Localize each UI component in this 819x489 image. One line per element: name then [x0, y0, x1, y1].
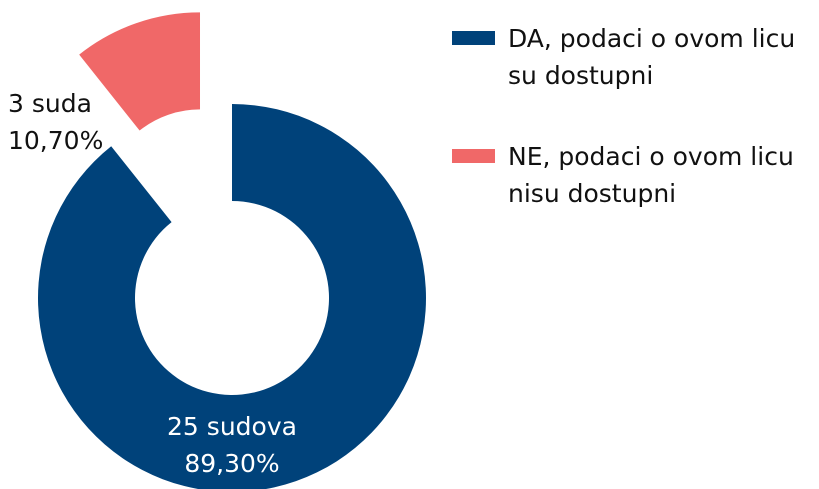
legend-swatch: [452, 149, 495, 163]
slice-label: 25 sudova: [167, 412, 297, 441]
legend-label: NE, podaci o ovom licu nisu dostupni: [508, 142, 794, 208]
slice: [38, 104, 426, 489]
slice-label: 3 suda: [8, 89, 92, 118]
value-label: 89,30%: [184, 449, 279, 478]
legend-label: DA, podaci o ovom licu su dostupni: [508, 24, 796, 90]
slice: [79, 12, 201, 131]
legend-swatch: [452, 31, 495, 45]
value-label: 10,70%: [8, 126, 103, 155]
